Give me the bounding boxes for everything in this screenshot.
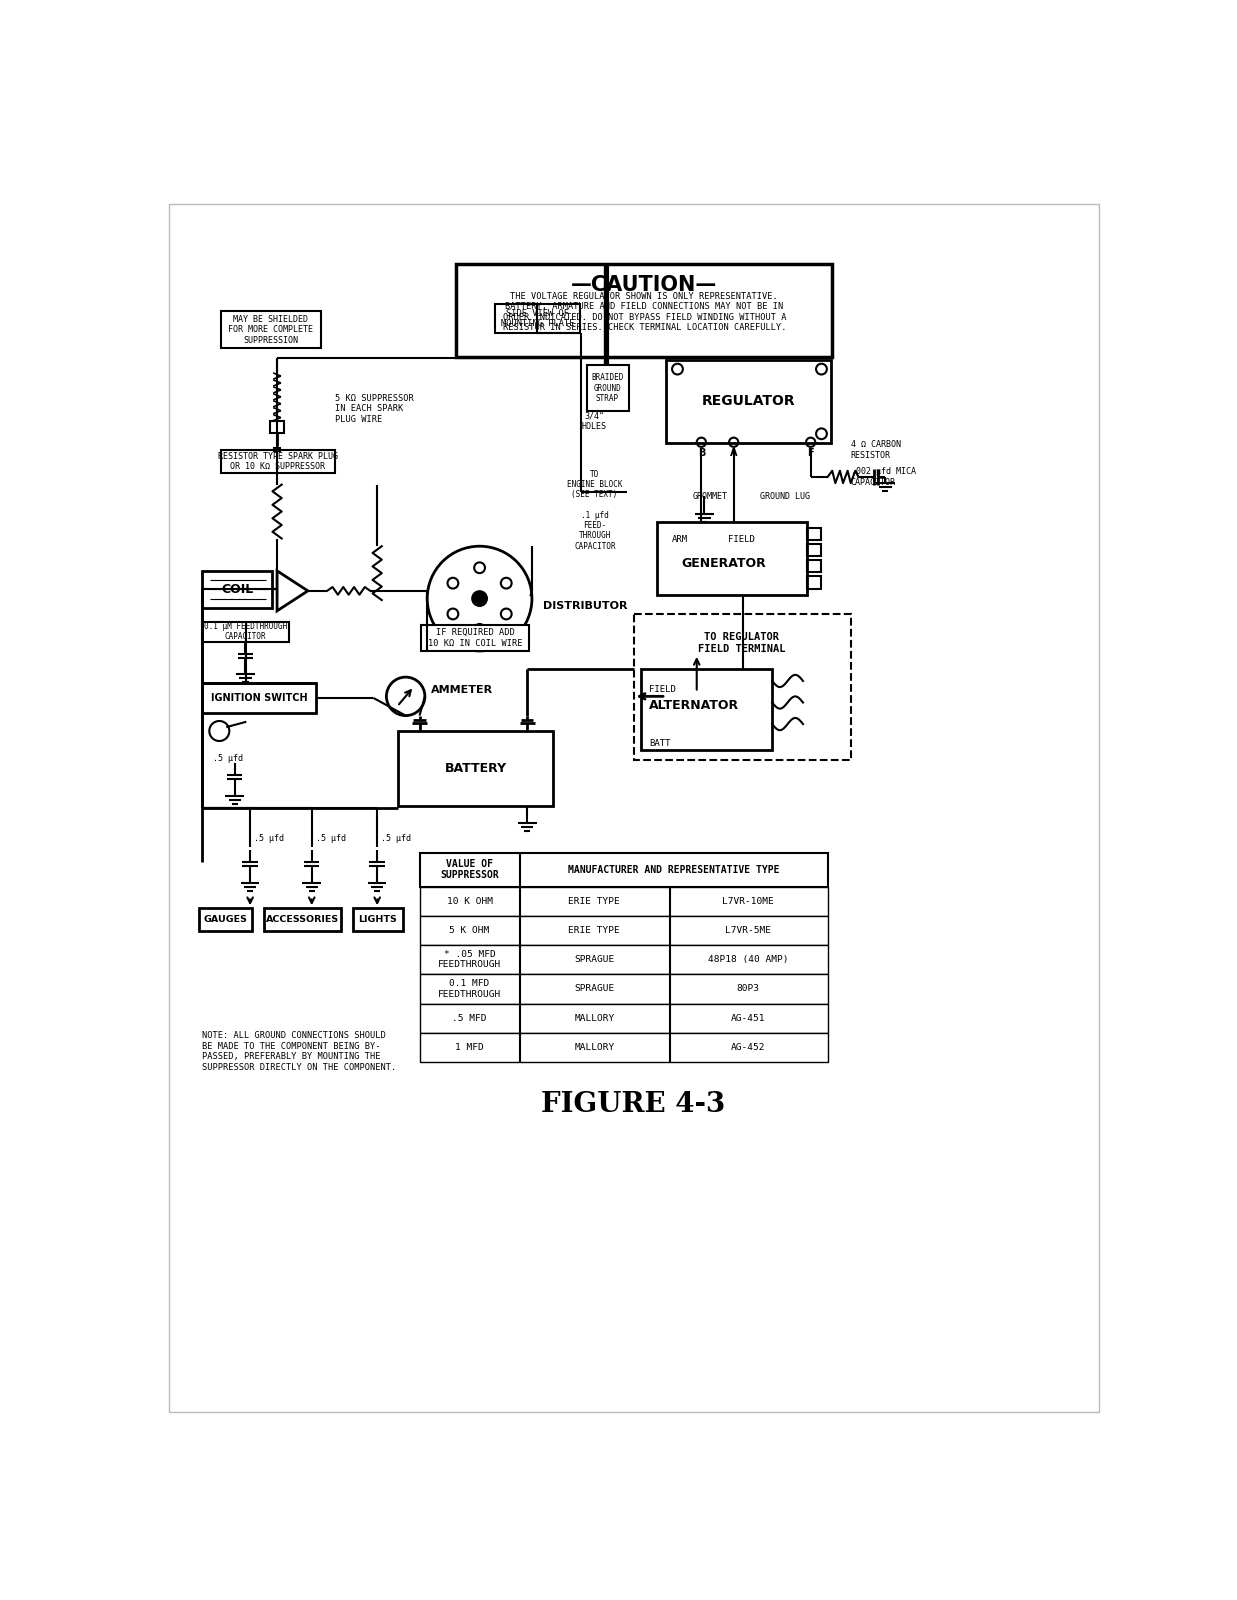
Text: .1 µfd
FEED-
THROUGH
CAPACITOR: .1 µfd FEED- THROUGH CAPACITOR bbox=[574, 510, 616, 550]
Text: .5 MFD: .5 MFD bbox=[453, 1014, 487, 1022]
Text: TO
ENGINE BLOCK
(SEE TEXT): TO ENGINE BLOCK (SEE TEXT) bbox=[567, 470, 622, 499]
Text: AG-452: AG-452 bbox=[731, 1043, 766, 1051]
Bar bbox=[263, 909, 341, 931]
Circle shape bbox=[471, 590, 487, 606]
Text: COIL: COIL bbox=[221, 582, 254, 595]
Text: 1 MFD: 1 MFD bbox=[455, 1043, 484, 1051]
Text: MALLORY: MALLORY bbox=[574, 1014, 615, 1022]
Bar bbox=[633, 614, 851, 760]
Text: ARM: ARM bbox=[672, 536, 688, 544]
Text: * .05 MFD
FEEDTHROUGH: * .05 MFD FEEDTHROUGH bbox=[438, 950, 501, 970]
Bar bbox=[641, 669, 772, 750]
Text: FIGURE 4-3: FIGURE 4-3 bbox=[542, 1091, 726, 1118]
Text: A: A bbox=[730, 448, 737, 458]
Bar bbox=[419, 886, 828, 915]
Text: VALUE OF
SUPPRESSOR: VALUE OF SUPPRESSOR bbox=[440, 859, 499, 880]
Text: L7VR-10ME: L7VR-10ME bbox=[722, 896, 774, 906]
Text: 5 K OHM: 5 K OHM bbox=[449, 926, 490, 934]
Bar bbox=[198, 909, 252, 931]
Bar bbox=[270, 421, 285, 434]
Text: B: B bbox=[698, 448, 705, 458]
Bar bbox=[657, 522, 807, 595]
Text: IF REQUIRED ADD
10 KΩ IN COIL WIRE: IF REQUIRED ADD 10 KΩ IN COIL WIRE bbox=[428, 629, 522, 648]
Text: BATTERY: BATTERY bbox=[444, 762, 507, 776]
Text: AMMETER: AMMETER bbox=[430, 685, 494, 694]
Text: .5 µfd: .5 µfd bbox=[213, 754, 244, 763]
Text: .5 µfd: .5 µfd bbox=[381, 834, 411, 843]
Text: 5 KΩ SUPPRESSOR
IN EACH SPARK
PLUG WIRE: 5 KΩ SUPPRESSOR IN EACH SPARK PLUG WIRE bbox=[335, 394, 413, 424]
Text: —CAUTION—: —CAUTION— bbox=[571, 275, 717, 294]
Text: TO REGULATOR
FIELD TERMINAL: TO REGULATOR FIELD TERMINAL bbox=[698, 632, 785, 654]
Bar bbox=[203, 622, 288, 642]
Text: IGNITION SWITCH: IGNITION SWITCH bbox=[212, 693, 308, 702]
Bar bbox=[419, 853, 828, 886]
Text: RESISTOR TYPE SPARK PLUG
OR 10 KΩ SUPPRESSOR: RESISTOR TYPE SPARK PLUG OR 10 KΩ SUPPRE… bbox=[218, 451, 338, 470]
Bar bbox=[807, 544, 820, 557]
Text: SPRAGUE: SPRAGUE bbox=[574, 984, 615, 994]
Bar bbox=[586, 365, 628, 411]
Text: NOTE: ALL GROUND CONNECTIONS SHOULD
BE MADE TO THE COMPONENT BEING BY-
PASSED, P: NOTE: ALL GROUND CONNECTIONS SHOULD BE M… bbox=[203, 1032, 397, 1072]
Bar bbox=[203, 571, 272, 608]
Bar bbox=[456, 264, 833, 357]
Bar bbox=[398, 731, 553, 806]
Bar bbox=[221, 450, 335, 474]
Text: L7VR-5ME: L7VR-5ME bbox=[725, 926, 772, 934]
Text: AG-451: AG-451 bbox=[731, 1014, 766, 1022]
Text: DISTRIBUTOR: DISTRIBUTOR bbox=[543, 602, 627, 611]
Bar bbox=[807, 528, 820, 541]
Text: LIGHTS: LIGHTS bbox=[357, 915, 397, 925]
Text: GAUGES: GAUGES bbox=[204, 915, 247, 925]
Bar bbox=[419, 915, 828, 946]
Bar bbox=[419, 1003, 828, 1034]
Bar bbox=[419, 946, 828, 974]
Text: REGULATOR: REGULATOR bbox=[701, 395, 795, 408]
Text: ALTERNATOR: ALTERNATOR bbox=[649, 699, 738, 712]
Text: GROMMET: GROMMET bbox=[693, 491, 729, 501]
Text: .5 µfd: .5 µfd bbox=[315, 834, 345, 843]
Text: MALLORY: MALLORY bbox=[574, 1043, 615, 1051]
Text: GROUND LUG: GROUND LUG bbox=[761, 491, 810, 501]
Bar bbox=[666, 360, 831, 443]
Text: BRAIDED
GROUND
STRAP: BRAIDED GROUND STRAP bbox=[591, 373, 623, 403]
Text: FIELD: FIELD bbox=[649, 685, 675, 694]
Bar bbox=[203, 683, 317, 712]
Bar bbox=[495, 304, 580, 333]
Bar bbox=[419, 974, 828, 1003]
Text: 80P3: 80P3 bbox=[737, 984, 760, 994]
Text: GENERATOR: GENERATOR bbox=[682, 557, 766, 571]
Text: MANUFACTURER AND REPRESENTATIVE TYPE: MANUFACTURER AND REPRESENTATIVE TYPE bbox=[568, 864, 779, 875]
Bar bbox=[421, 624, 529, 651]
Text: FIELD: FIELD bbox=[727, 536, 755, 544]
Text: 0.1 µM FEEDTHROUGH
CAPACITOR: 0.1 µM FEEDTHROUGH CAPACITOR bbox=[204, 622, 287, 642]
Bar bbox=[419, 1034, 828, 1062]
Text: 0.1 MFD
FEEDTHROUGH: 0.1 MFD FEEDTHROUGH bbox=[438, 979, 501, 998]
Bar bbox=[807, 560, 820, 573]
Text: .002 µfd MICA
CAPACITOR: .002 µfd MICA CAPACITOR bbox=[851, 467, 915, 486]
Text: ERIE TYPE: ERIE TYPE bbox=[569, 926, 620, 934]
Text: 48P18 (40 AMP): 48P18 (40 AMP) bbox=[708, 955, 788, 965]
Text: 4 Ω CARBON
RESISTOR: 4 Ω CARBON RESISTOR bbox=[851, 440, 901, 459]
Bar bbox=[221, 312, 320, 349]
Text: 3/4"
HOLES: 3/4" HOLES bbox=[581, 411, 607, 430]
Text: THE VOLTAGE REGULATOR SHOWN IS ONLY REPRESENTATIVE.
BATTERY, ARMATURE AND FIELD : THE VOLTAGE REGULATOR SHOWN IS ONLY REPR… bbox=[502, 293, 785, 333]
Text: ERIE TYPE: ERIE TYPE bbox=[569, 896, 620, 906]
Text: SIDE VIEW OF
MOUNTING PLATE: SIDE VIEW OF MOUNTING PLATE bbox=[501, 309, 574, 328]
Text: SPRAGUE: SPRAGUE bbox=[574, 955, 615, 965]
Text: 10 K OHM: 10 K OHM bbox=[447, 896, 492, 906]
Bar bbox=[353, 909, 402, 931]
Text: .5 µfd: .5 µfd bbox=[254, 834, 285, 843]
Text: F: F bbox=[808, 448, 814, 458]
Text: MAY BE SHIELDED
FOR MORE COMPLETE
SUPPRESSION: MAY BE SHIELDED FOR MORE COMPLETE SUPPRE… bbox=[229, 315, 313, 344]
Text: BATT: BATT bbox=[649, 739, 670, 747]
Bar bbox=[807, 576, 820, 589]
Text: ACCESSORIES: ACCESSORIES bbox=[266, 915, 339, 925]
